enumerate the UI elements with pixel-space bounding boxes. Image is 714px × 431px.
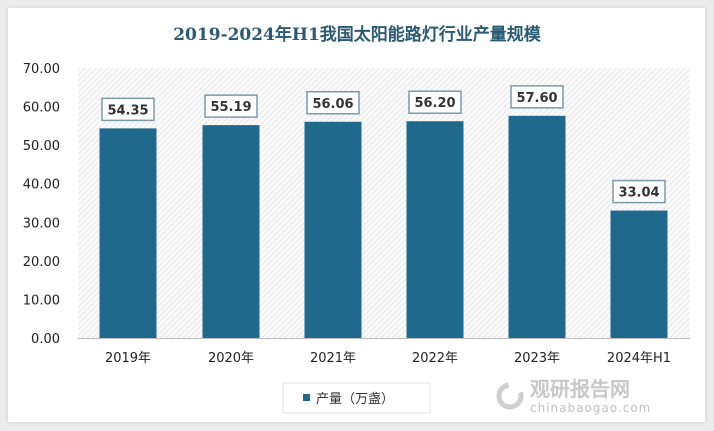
data-label: 33.04 xyxy=(618,186,659,201)
data-label-box xyxy=(612,179,666,204)
chart-title: 2019-2024年H1我国太阳能路灯行业产量规模 xyxy=(173,24,542,45)
data-label-box xyxy=(306,91,360,115)
bar xyxy=(508,115,566,338)
data-label: 57.60 xyxy=(516,91,557,106)
y-tick-label: 70.00 xyxy=(23,62,60,77)
y-tick-label: 10.00 xyxy=(23,293,60,308)
y-tick-label: 20.00 xyxy=(23,255,60,270)
data-label: 54.35 xyxy=(107,103,148,118)
watermark-brand: 观研报告网 xyxy=(530,377,630,401)
data-label-box xyxy=(408,90,462,114)
y-tick-label: 0.00 xyxy=(31,332,60,347)
y-tick-label: 40.00 xyxy=(23,178,60,193)
watermark: 观研报告网 chinabaogao.com xyxy=(496,377,651,415)
data-label-box xyxy=(101,97,155,122)
y-tick-label: 60.00 xyxy=(23,101,60,116)
y-tick-label: 50.00 xyxy=(23,139,60,154)
data-label: 56.06 xyxy=(312,97,353,112)
y-tick-label: 30.00 xyxy=(23,216,60,231)
x-tick-label: 2022年 xyxy=(412,351,458,366)
bar xyxy=(99,128,157,338)
x-tick-label: 2021年 xyxy=(310,351,356,366)
x-tick-label: 2024年H1 xyxy=(607,351,671,366)
watermark-url: chinabaogao.com xyxy=(530,401,651,415)
data-label-box xyxy=(204,94,258,118)
x-tick-label: 2019年 xyxy=(105,351,151,366)
x-tick-label: 2023年 xyxy=(514,351,560,366)
bar xyxy=(406,121,464,338)
bar xyxy=(202,125,260,338)
bar xyxy=(304,121,362,338)
watermark-logo-icon xyxy=(496,382,524,410)
bar xyxy=(610,210,668,338)
plot-area xyxy=(78,68,690,338)
x-tick-label: 2020年 xyxy=(208,351,254,366)
data-label: 56.20 xyxy=(414,96,455,111)
legend-swatch xyxy=(303,394,310,401)
data-label: 55.19 xyxy=(210,100,251,115)
legend: 产量（万盏） xyxy=(282,382,431,414)
legend-label: 产量（万盏） xyxy=(316,392,394,407)
data-label-box xyxy=(510,85,564,109)
